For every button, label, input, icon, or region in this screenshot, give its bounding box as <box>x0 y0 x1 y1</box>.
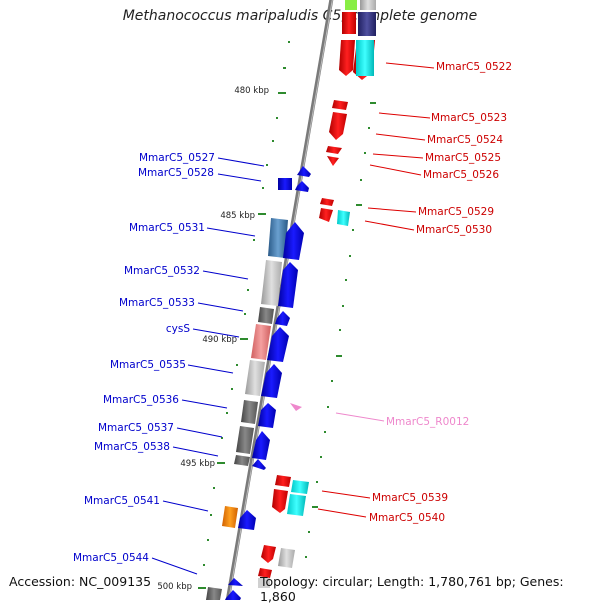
gene-arrow[interactable] <box>252 431 270 460</box>
gene-arrow[interactable] <box>261 364 282 398</box>
gene-label[interactable]: MmarC5_0529 <box>418 206 494 218</box>
scale-label: 480 kbp <box>234 86 269 96</box>
gene-arrow[interactable] <box>278 178 292 190</box>
gene-label[interactable]: MmarC5_0525 <box>425 152 501 164</box>
gene-arrow[interactable] <box>278 548 295 568</box>
gene-feature[interactable] <box>222 506 238 528</box>
gene-arrow[interactable] <box>327 156 339 166</box>
gene-arrow[interactable] <box>339 40 355 76</box>
gene-label[interactable]: MmarC5_0533 <box>119 297 195 309</box>
gene-arrow[interactable] <box>320 198 334 206</box>
gene-label[interactable]: MmarC5_0526 <box>423 169 499 181</box>
right-leader-lines <box>317 62 435 518</box>
gene-label[interactable]: MmarC5_0537 <box>98 422 174 434</box>
gene-label[interactable]: MmarC5_0536 <box>103 394 179 406</box>
scale-label: 485 kbp <box>220 211 255 221</box>
gene-feature[interactable] <box>345 0 357 10</box>
gene-label[interactable]: MmarC5_0541 <box>84 495 160 507</box>
gene-label[interactable]: MmarC5_0535 <box>110 359 186 371</box>
gene-label[interactable]: MmarC5_0544 <box>73 552 149 564</box>
rna-leader-line <box>335 412 385 422</box>
gene-arrow[interactable] <box>332 100 348 110</box>
gene-label[interactable]: MmarC5_0538 <box>94 441 170 453</box>
gene-label[interactable]: MmarC5_0530 <box>416 224 492 236</box>
gene-feature[interactable] <box>358 12 376 36</box>
gene-label[interactable]: MmarC5_0532 <box>124 265 200 277</box>
gene-arrow[interactable] <box>329 112 347 140</box>
gene-feature[interactable] <box>206 587 222 600</box>
scale-label: 490 kbp <box>202 335 237 345</box>
gene-arrow[interactable] <box>337 210 350 226</box>
rna-feature[interactable] <box>290 403 302 411</box>
gene-arrow[interactable] <box>238 510 256 530</box>
gene-label[interactable]: MmarC5_0539 <box>372 492 448 504</box>
right-gene-labels: MmarC5_0522 MmarC5_0523 MmarC5_0524 Mmar… <box>369 61 512 524</box>
accession-text: Accession: NC_009135 <box>9 574 152 589</box>
gene-arrow[interactable] <box>258 568 272 578</box>
gene-arrow[interactable] <box>291 480 309 494</box>
gene-label[interactable]: MmarC5_R0012 <box>386 416 469 428</box>
gene-label[interactable]: MmarC5_0524 <box>427 134 503 146</box>
reverse-strand-genes <box>258 0 376 588</box>
gene-feature[interactable] <box>261 260 282 306</box>
gene-feature[interactable] <box>234 455 250 466</box>
gene-arrow[interactable] <box>275 311 290 326</box>
gene-arrow[interactable] <box>283 222 304 260</box>
gene-arrow[interactable] <box>225 590 241 600</box>
gene-arrow[interactable] <box>228 578 243 586</box>
scale-label: 495 kbp <box>180 459 215 469</box>
scale-label: 500 kbp <box>157 582 192 592</box>
gene-arrow[interactable] <box>297 166 311 177</box>
gene-feature[interactable] <box>245 360 265 396</box>
gene-arrow[interactable] <box>275 475 291 487</box>
gene-feature[interactable] <box>268 218 288 258</box>
gene-feature[interactable] <box>236 426 254 454</box>
gene-arrow[interactable] <box>319 208 333 222</box>
left-leader-lines <box>151 157 265 575</box>
gene-label[interactable]: MmarC5_0523 <box>431 112 507 124</box>
left-gene-labels: MmarC5_0527 MmarC5_0528 MmarC5_0531 Mmar… <box>73 152 215 564</box>
gene-label[interactable]: MmarC5_0522 <box>436 61 512 73</box>
forward-strand-genes <box>206 166 311 600</box>
gene-label[interactable]: MmarC5_0527 <box>139 152 215 164</box>
gene-arrow[interactable] <box>295 181 309 192</box>
gene-feature[interactable] <box>356 40 374 76</box>
gene-feature[interactable] <box>360 0 376 10</box>
gene-feature[interactable] <box>258 578 270 588</box>
gene-arrow[interactable] <box>278 262 298 308</box>
gene-label[interactable]: MmarC5_0540 <box>369 512 445 524</box>
gene-feature[interactable] <box>241 400 258 424</box>
gene-arrow[interactable] <box>287 494 306 516</box>
gene-feature[interactable] <box>342 12 356 34</box>
gene-feature[interactable] <box>251 324 271 360</box>
gene-arrow[interactable] <box>261 545 276 563</box>
gene-arrow[interactable] <box>258 403 276 428</box>
map-title: Methanococcus maripaludis C5, complete g… <box>122 8 478 24</box>
gene-arrow[interactable] <box>267 327 289 362</box>
gene-label[interactable]: cysS <box>166 323 190 335</box>
gene-arrow[interactable] <box>326 146 342 154</box>
gene-feature[interactable] <box>258 307 274 324</box>
gene-arrow[interactable] <box>252 459 266 470</box>
gene-label[interactable]: MmarC5_0531 <box>129 222 205 234</box>
gene-label[interactable]: MmarC5_0528 <box>138 167 214 179</box>
gc-skew-dashes <box>198 41 376 589</box>
gene-arrow[interactable] <box>272 489 288 513</box>
